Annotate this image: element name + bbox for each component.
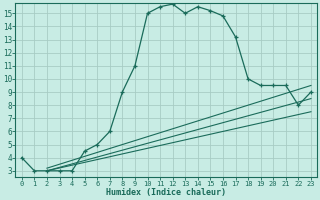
X-axis label: Humidex (Indice chaleur): Humidex (Indice chaleur) [106, 188, 226, 197]
